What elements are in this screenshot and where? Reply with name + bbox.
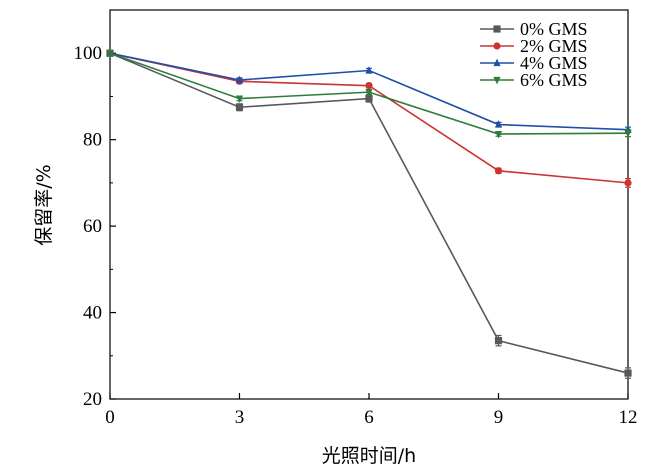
data-point xyxy=(624,179,632,187)
y-tick-label: 60 xyxy=(83,216,102,237)
legend-marker xyxy=(493,58,501,67)
x-tick-label: 12 xyxy=(619,407,638,428)
data-point xyxy=(365,95,373,103)
data-point xyxy=(494,337,503,345)
y-tick-label: 40 xyxy=(83,303,102,324)
series-6-gms xyxy=(106,50,632,139)
y-tick-label: 80 xyxy=(83,130,102,151)
x-tick-label: 0 xyxy=(105,407,115,428)
x-tick-label: 3 xyxy=(235,407,245,428)
y-axis-label: 保留率/% xyxy=(33,164,55,245)
y-tick-label: 20 xyxy=(83,389,102,410)
series-0-gms xyxy=(106,49,632,379)
data-point xyxy=(235,75,244,84)
data-point xyxy=(235,103,244,111)
legend-label: 4% GMS xyxy=(520,53,588,73)
data-point xyxy=(624,130,632,138)
data-point xyxy=(494,130,503,139)
x-tick-label: 6 xyxy=(364,407,374,428)
legend-marker xyxy=(493,76,501,85)
legend-item: 4% GMS xyxy=(480,53,588,73)
legend-marker xyxy=(493,25,501,33)
data-point xyxy=(494,167,503,175)
data-point xyxy=(235,95,244,104)
x-axis-label: 光照时间/h xyxy=(322,445,416,467)
x-tick-label: 9 xyxy=(494,407,504,428)
data-point xyxy=(365,82,373,90)
data-point xyxy=(624,369,632,377)
legend-item: 2% GMS xyxy=(480,36,588,56)
legend-item: 6% GMS xyxy=(480,70,588,90)
legend-label: 0% GMS xyxy=(520,19,588,39)
data-point xyxy=(494,120,503,128)
legend-marker xyxy=(493,42,501,50)
data-point xyxy=(106,50,114,58)
legend-label: 2% GMS xyxy=(520,36,588,56)
data-point xyxy=(365,66,373,74)
legend-label: 6% GMS xyxy=(520,70,588,90)
legend-item: 0% GMS xyxy=(480,19,588,39)
y-tick-label: 100 xyxy=(74,43,103,64)
data-point xyxy=(365,89,373,97)
